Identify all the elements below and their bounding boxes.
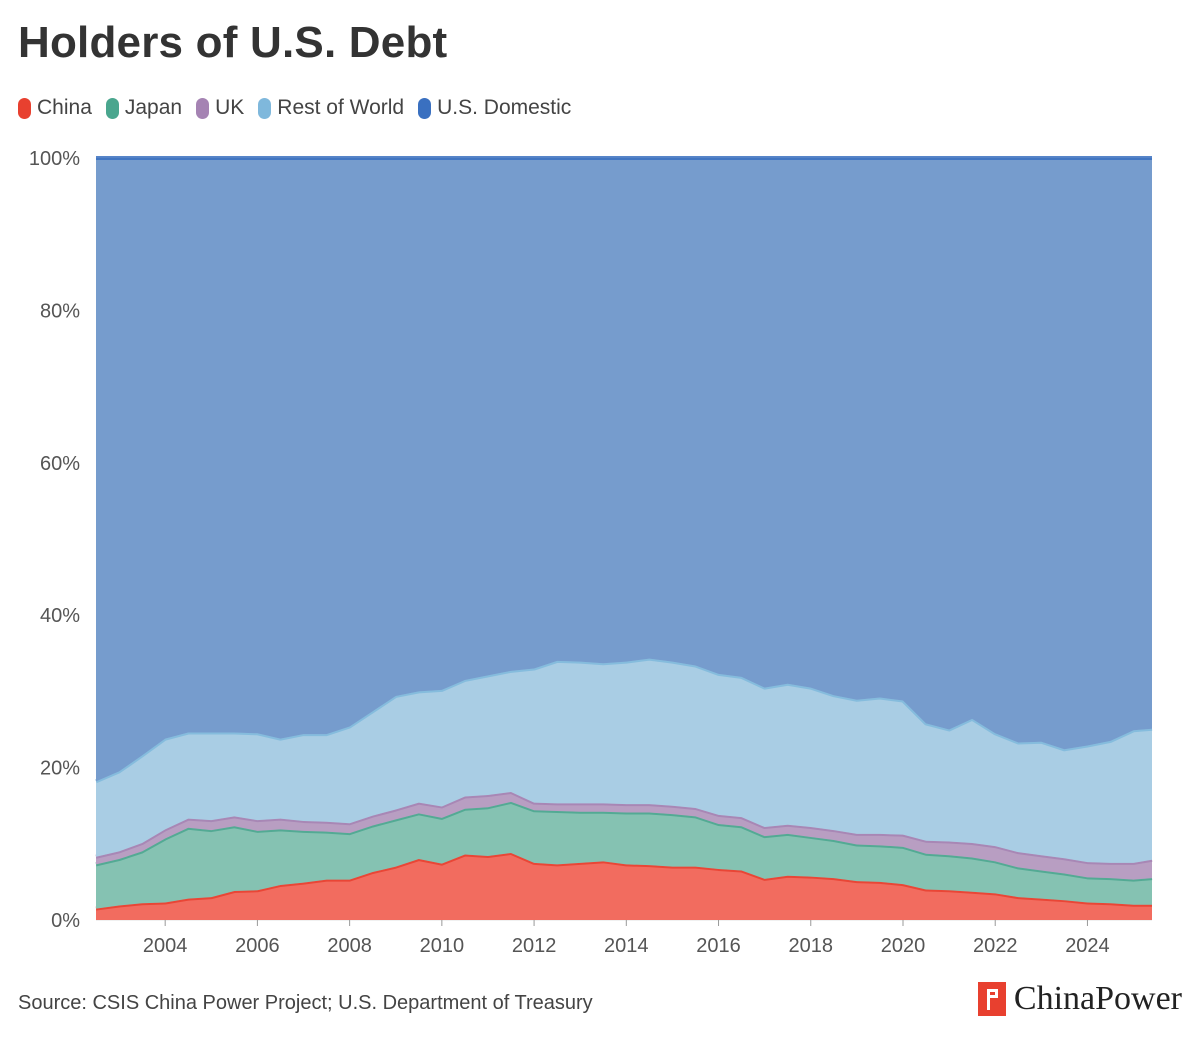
legend-swatch-us-domestic xyxy=(418,97,432,119)
legend-swatch-rest-of-world xyxy=(258,97,272,119)
legend-swatch-china xyxy=(18,97,31,119)
x-tick-label-9: 2022 xyxy=(973,935,1018,957)
y-tick-label-3: 60% xyxy=(40,453,80,475)
stacked-area-chart: 0%20%40%60%80%100% 2004 2006 2008 2010 2012 2… xyxy=(29,148,1153,957)
legend-label-uk: UK xyxy=(215,96,245,119)
area-uk xyxy=(96,791,1152,880)
x-tick-label-6: 2016 xyxy=(696,935,741,957)
legend: China Japan UK Rest of World U.S. Domest… xyxy=(18,96,571,120)
y-tick-label-4: 80% xyxy=(40,300,80,322)
y-tick-label-5: 100% xyxy=(29,148,80,170)
area-japan xyxy=(96,801,1152,909)
x-tick-label-7: 2018 xyxy=(789,935,834,957)
x-tick-label-2: 2008 xyxy=(327,935,372,957)
legend-swatch-uk xyxy=(196,97,210,119)
chart-title: Holders of U.S. Debt xyxy=(18,18,448,67)
area-u-s-domestic xyxy=(96,158,1152,782)
y-tick-label-2: 40% xyxy=(40,605,80,627)
legend-item-china: China xyxy=(18,96,92,120)
legend-label-us-domestic: U.S. Domestic xyxy=(437,96,572,119)
y-axis-ticks: 0% 20% 40% 60% 80% 100% xyxy=(29,148,80,932)
y-tick-label-1: 20% xyxy=(40,758,80,780)
x-tick-label-0: 2004 xyxy=(143,935,188,957)
legend-swatch-japan xyxy=(105,97,119,119)
x-tick-label-10: 2024 xyxy=(1065,935,1110,957)
legend-item-us-domestic: U.S. Domestic xyxy=(418,96,571,120)
legend-item-japan: Japan xyxy=(105,96,183,120)
x-tick-label-1: 2006 xyxy=(235,935,280,957)
area-edge-rest-of-world xyxy=(95,656,1153,784)
x-axis-ticks: 2004 2006 2008 2010 2012 2014 2016 2018 2020 2022… xyxy=(143,920,1110,957)
source-note: Source: CSIS China Power Project; U.S. D… xyxy=(18,992,593,1014)
legend-item-uk: UK xyxy=(196,96,244,120)
legend-label-rest-of-world: Rest of World xyxy=(277,96,405,119)
x-tick-label-3: 2010 xyxy=(420,935,465,957)
legend-item-rest-of-world: Rest of World xyxy=(258,96,404,120)
area-rest-of-world xyxy=(96,658,1152,863)
legend-label-japan: Japan xyxy=(124,96,183,119)
x-tick-label-4: 2012 xyxy=(512,935,557,957)
area-series xyxy=(95,156,1153,920)
brand-name: ChinaPower xyxy=(1013,980,1182,1017)
legend-label-china: China xyxy=(37,96,92,119)
x-tick-label-5: 2014 xyxy=(604,935,649,957)
y-tick-label-0: 0% xyxy=(51,910,80,932)
china-power-flag-icon xyxy=(977,982,1006,1016)
area-china xyxy=(96,852,1152,920)
x-tick-label-8: 2020 xyxy=(881,935,926,957)
brand-logo: ChinaPower xyxy=(977,980,1182,1018)
